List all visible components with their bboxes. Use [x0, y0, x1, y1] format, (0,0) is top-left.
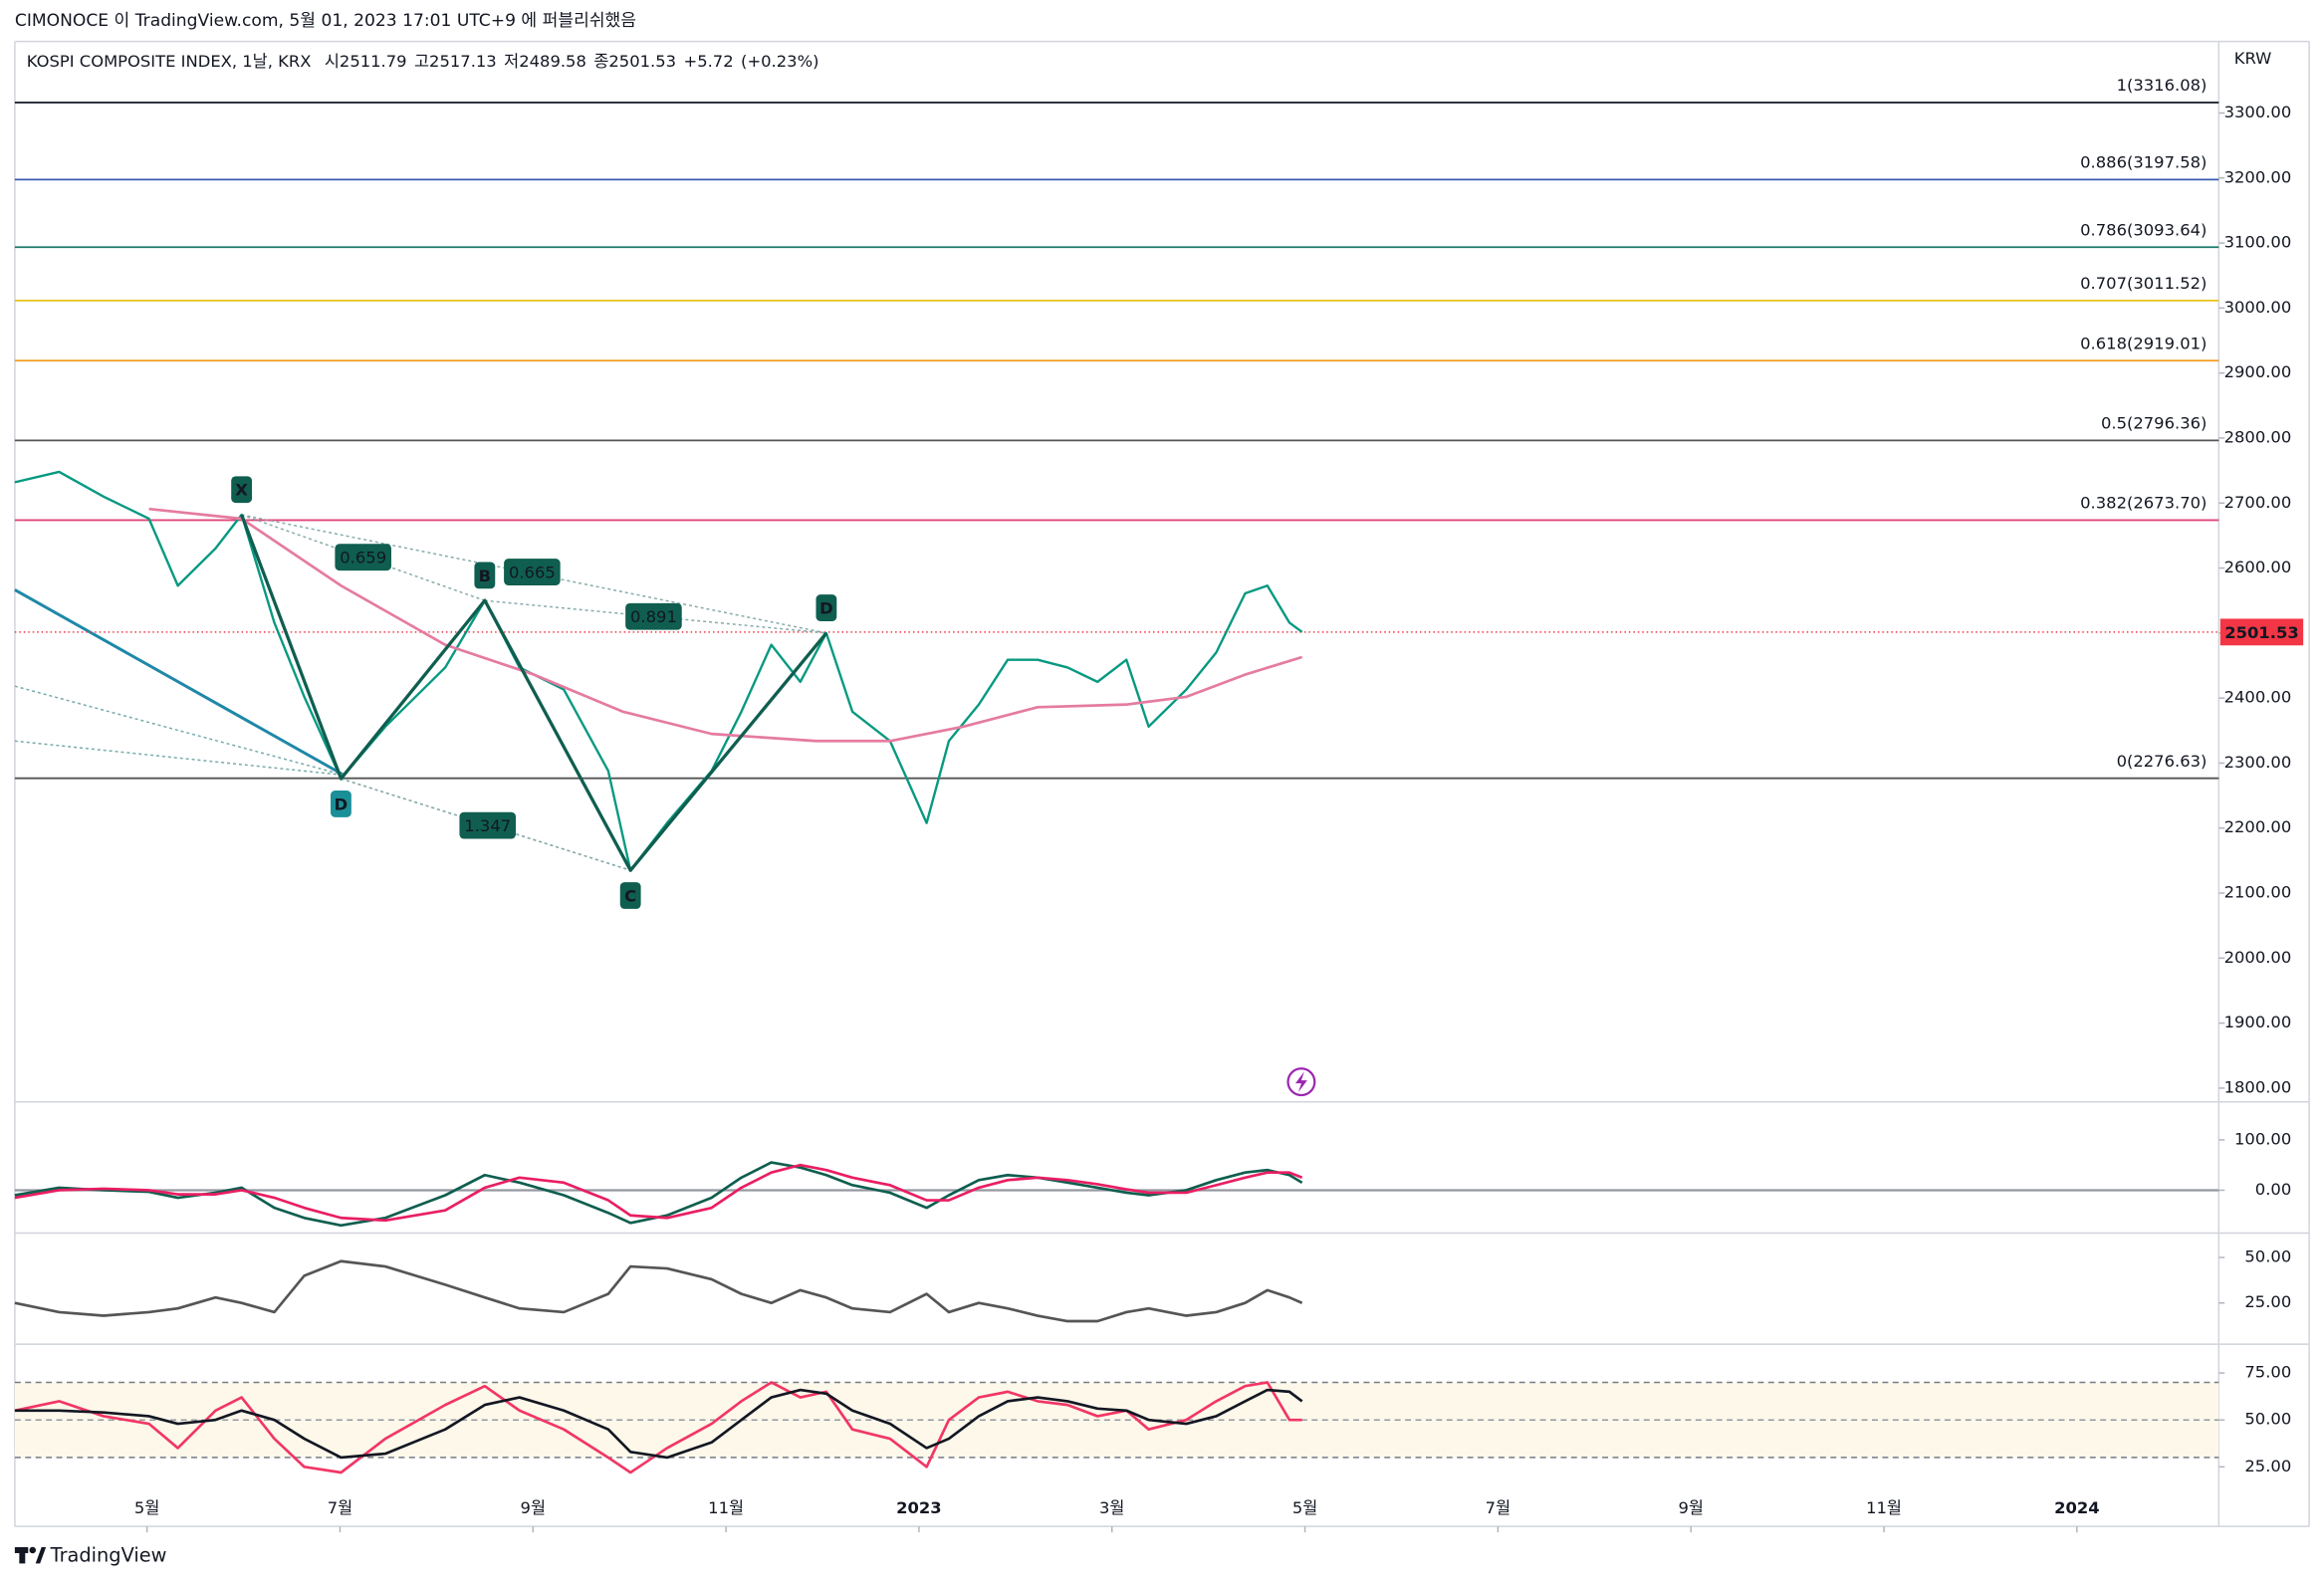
indicator-line: [14, 1388, 1303, 1460]
fib-label: 0.382(2673.70): [2080, 494, 2207, 513]
y-tick-label: 1900.00: [2224, 1013, 2292, 1031]
header: CIMONOCE 이 TradingView.com, 5월 01, 2023 …: [15, 11, 636, 31]
logo-mark: [29, 1546, 37, 1554]
last-price-label: 2501.53: [2224, 623, 2299, 642]
indicator-line: [14, 1161, 1303, 1228]
y-tick-label: 3300.00: [2224, 103, 2292, 121]
legend-text: 시: [325, 52, 340, 71]
indicator-line: [148, 507, 1303, 743]
alert-icon[interactable]: [1286, 1067, 1316, 1097]
y-tick-label: 3200.00: [2224, 167, 2292, 186]
x-tick-label: 7월: [1486, 1498, 1511, 1517]
pattern-guide: [241, 514, 486, 601]
y-tick-label: 2900.00: [2224, 362, 2292, 381]
price-line: [14, 470, 1303, 872]
y-tick-label: 50.00: [2244, 1410, 2291, 1429]
y-tick-label: 25.00: [2244, 1292, 2291, 1311]
y-tick-label: 100.00: [2234, 1129, 2291, 1148]
ratio-label: 0.659: [340, 549, 386, 567]
pattern-point-box: [231, 476, 253, 504]
fib-label: 0.618(2919.01): [2080, 334, 2207, 352]
pattern-point-label: D: [335, 794, 349, 813]
legend-text: 2511.79: [340, 52, 407, 71]
pattern-point-box: [474, 562, 496, 589]
legend-text: 2517.13: [429, 52, 497, 71]
y-tick-label: 2300.00: [2224, 753, 2292, 772]
y-tick-label: 2200.00: [2224, 817, 2292, 836]
ratio-label: 1.347: [464, 816, 511, 835]
x-tick-label: 7월: [328, 1498, 352, 1517]
fib-label: 0.886(3197.58): [2080, 153, 2207, 172]
legend-text: 2489.58: [519, 52, 586, 71]
alert-bolt[interactable]: [1294, 1071, 1307, 1093]
x-tick-label: 5월: [1292, 1498, 1317, 1517]
pattern-point-box: [331, 791, 351, 817]
logo-mark: [35, 1547, 47, 1564]
y-tick-label: 0.00: [2255, 1180, 2291, 1199]
pattern-point-label: D: [819, 599, 833, 618]
trend-line: [14, 740, 345, 777]
fib-label: 0(2276.63): [2117, 752, 2208, 771]
indicator-line: [14, 1381, 1302, 1474]
y-tick-label: 3000.00: [2224, 298, 2292, 317]
pattern-point-box: [815, 594, 837, 621]
y-tick-label: 2700.00: [2224, 493, 2292, 512]
y-tick-label: 2600.00: [2224, 558, 2292, 576]
last-price-tag: [2219, 618, 2304, 646]
x-tick-label: 2023: [896, 1498, 942, 1517]
y-tick-label: 3100.00: [2224, 233, 2292, 252]
y-tick-label: 2000.00: [2224, 948, 2292, 967]
footer-logo: [14, 1546, 47, 1564]
y-tick-label: 50.00: [2244, 1247, 2291, 1266]
y-tick-label: 2800.00: [2224, 427, 2292, 446]
ratio-box: [625, 602, 682, 630]
footer: TradingView: [50, 1543, 167, 1566]
x-tick-label: 2024: [2054, 1498, 2100, 1517]
pattern-line: [240, 514, 828, 872]
pattern-point-box: [619, 882, 641, 909]
x-tick-label: 9월: [521, 1498, 546, 1517]
legend-text: (+0.23%): [741, 52, 818, 71]
ratio-box: [459, 811, 517, 839]
logo-mark: [19, 1547, 26, 1564]
y-tick-label: 2100.00: [2224, 883, 2292, 902]
unit-label: KRW: [2234, 49, 2272, 68]
fib-label: 0.707(3011.52): [2080, 274, 2207, 293]
pattern-point-label: X: [235, 481, 248, 500]
legend-text: 저: [504, 52, 519, 71]
x-tick-label: 3월: [1099, 1498, 1124, 1517]
fib-label: 1(3316.08): [2117, 76, 2208, 95]
trend-line: [14, 588, 346, 777]
pattern-point-label: B: [479, 566, 491, 585]
ratio-box: [504, 559, 561, 585]
legend-text: KOSPI COMPOSITE INDEX, 1날, KRX: [27, 52, 312, 71]
ratio-label: 0.891: [630, 607, 677, 626]
ratio-box: [335, 544, 391, 571]
indicator-line: [14, 1259, 1303, 1323]
x-tick-label: 11월: [1866, 1498, 1902, 1517]
pattern-guide: [484, 599, 826, 634]
legend-text: 고: [414, 52, 429, 71]
indicator-line: [14, 1163, 1303, 1223]
x-tick-label: 11월: [708, 1498, 744, 1517]
legend-text: 2501.53: [608, 52, 676, 71]
y-tick-label: 1800.00: [2224, 1077, 2292, 1096]
y-tick-label: 25.00: [2244, 1457, 2291, 1475]
fib-label: 0.786(3093.64): [2080, 220, 2207, 239]
legend-text: 종: [593, 52, 608, 71]
y-tick-label: 75.00: [2244, 1363, 2291, 1382]
legend-text: +5.72: [683, 52, 733, 71]
y-tick-label: 2400.00: [2224, 688, 2292, 707]
fib-label: 0.5(2796.36): [2101, 413, 2207, 432]
frame: [14, 40, 2310, 1527]
ratio-label: 0.665: [509, 564, 556, 582]
x-tick-label: 5월: [134, 1498, 159, 1517]
pattern-point-label: C: [624, 886, 636, 905]
x-tick-label: 9월: [1678, 1498, 1703, 1517]
